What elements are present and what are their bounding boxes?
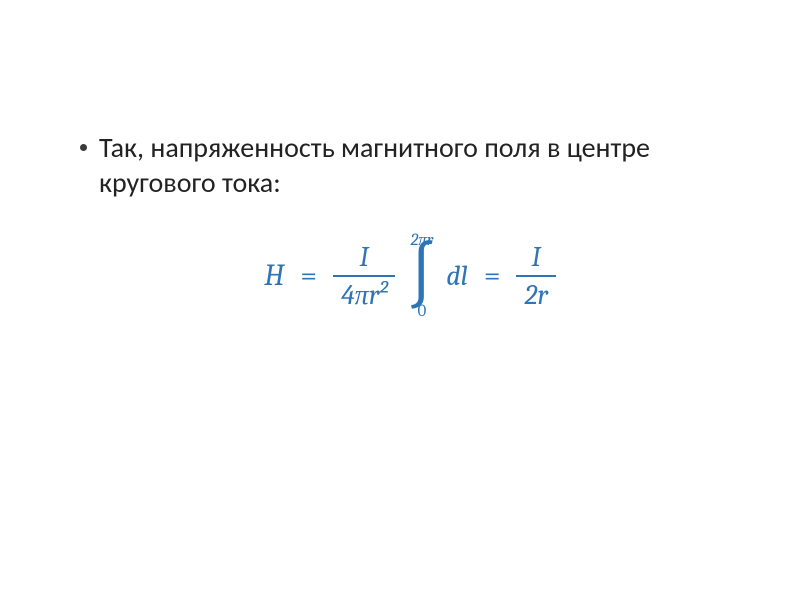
eq-fraction-1: I 4πr² [333, 239, 395, 313]
frac2-den: 2r [516, 275, 555, 313]
eq-integrand: dl [446, 260, 468, 292]
equation-container: H = I 4πr² 2πr ∫ 0 dl = I 2r [80, 232, 740, 320]
bullet-item: Так, напряженность магнитного поля в цен… [80, 130, 740, 200]
bullet-text: Так, напряженность магнитного поля в цен… [99, 130, 740, 200]
eq-lhs: H [264, 258, 284, 293]
frac2-num: I [524, 239, 549, 275]
eq-equals-2: = [480, 258, 505, 293]
eq-fraction-2: I 2r [516, 239, 555, 313]
eq-integral: 2πr ∫ 0 [407, 232, 436, 320]
slide-content: Так, напряженность магнитного поля в цен… [80, 130, 740, 320]
bullet-marker [80, 144, 87, 151]
eq-equals-1: = [296, 258, 321, 293]
frac1-den: 4πr² [333, 275, 395, 313]
equation: H = I 4πr² 2πr ∫ 0 dl = I 2r [264, 232, 556, 320]
integral-lower: 0 [417, 303, 426, 320]
integral-symbol: ∫ [407, 247, 436, 305]
frac1-num: I [352, 239, 377, 275]
